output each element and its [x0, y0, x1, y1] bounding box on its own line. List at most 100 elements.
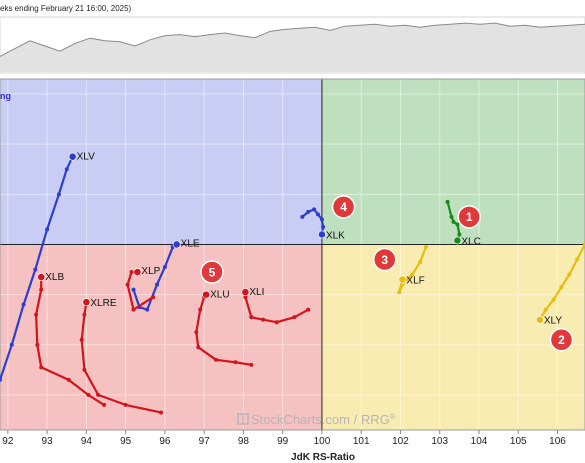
badge-label: 4: [340, 200, 347, 214]
tail-point: [82, 367, 87, 372]
tail-point: [249, 315, 254, 320]
tail-label: XLC: [461, 236, 480, 247]
badge-circle: [549, 327, 574, 352]
x-axis-title: JdK RS-Ratio: [291, 452, 355, 463]
tail-head-point[interactable]: [535, 315, 544, 324]
rrg-tails: XLV XLE XLK XLC XLF XLY XLB XLRE XLP XLU XLI: [0, 152, 585, 415]
tail-point: [131, 307, 136, 312]
tail-point: [158, 410, 163, 415]
plot-frame: [0, 78, 585, 431]
benchmark-panel: [0, 16, 585, 74]
x-tick-label: 104: [471, 436, 488, 447]
tail-point: [155, 282, 160, 287]
tail-point: [451, 219, 456, 224]
tail-point: [551, 297, 556, 302]
badge-label: 1: [466, 210, 473, 224]
x-tick-label: 105: [510, 436, 527, 447]
watermark-sep: /: [350, 412, 361, 427]
tail-point: [455, 222, 460, 227]
svg-text:StockCharts.com / RRG®: StockCharts.com / RRG®: [251, 412, 396, 427]
tail-head-point[interactable]: [172, 240, 181, 249]
tail-xlb[interactable]: XLB: [34, 272, 107, 407]
tail-point: [198, 307, 203, 312]
tail-point: [196, 345, 201, 350]
tail-point: [243, 295, 248, 300]
x-axis-ticks: 92 93 94 95 96 97 98 99 100 101 102 103 104 105 106: [2, 430, 566, 447]
tail-point: [145, 307, 150, 312]
tail-point: [45, 227, 50, 232]
tail-line: [0, 155, 74, 381]
tail-xlu[interactable]: XLU: [194, 290, 254, 367]
x-tick-label: 100: [314, 436, 331, 447]
watermark-brand: StockCharts.com: [251, 412, 350, 427]
x-tick-label: 94: [81, 436, 93, 447]
tail-point: [575, 257, 580, 262]
tail-point: [33, 267, 38, 272]
badge-3: 3: [373, 247, 397, 272]
tail-head-point[interactable]: [318, 230, 326, 239]
tail-line: [195, 293, 253, 366]
tail-xlv[interactable]: XLV: [0, 152, 95, 382]
tail-head-point[interactable]: [202, 290, 211, 299]
tail-point: [213, 357, 218, 362]
tail-point: [86, 392, 91, 397]
badge-circle: [457, 205, 481, 229]
tail-label: XLU: [210, 290, 229, 301]
quadrant-weakening: [321, 244, 585, 430]
x-tick-label: 93: [42, 436, 54, 447]
tail-point: [131, 287, 136, 292]
tail-point: [233, 360, 238, 365]
watermark-product: RRG: [361, 412, 390, 427]
quadrant-improving: [0, 79, 322, 245]
tail-head-point[interactable]: [453, 236, 462, 245]
tail-point: [39, 365, 44, 370]
tail-point: [319, 217, 324, 222]
x-tick-label: 106: [549, 436, 566, 447]
tail-point: [123, 402, 128, 407]
tail-head-point[interactable]: [398, 275, 407, 284]
tail-xlre[interactable]: XLRE: [79, 298, 163, 415]
tail-head-point[interactable]: [68, 152, 77, 161]
badge-5: 5: [200, 260, 224, 284]
tail-head-point[interactable]: [82, 298, 91, 307]
tail-point: [567, 272, 572, 277]
tail-point: [312, 207, 317, 212]
tail-point: [400, 282, 405, 287]
tail-xlp[interactable]: XLP: [125, 266, 161, 312]
x-tick-label: 99: [277, 436, 289, 447]
tail-label: XLV: [77, 152, 95, 163]
tail-point: [82, 312, 87, 317]
tail-xli[interactable]: XLI: [241, 287, 311, 325]
tail-point: [102, 402, 107, 407]
tail-xlf[interactable]: XLF: [397, 244, 428, 295]
tail-head-point[interactable]: [241, 288, 250, 297]
tail-point: [56, 192, 61, 197]
badge-circle: [373, 247, 397, 272]
tail-point: [79, 337, 84, 342]
tail-xlc[interactable]: XLC: [445, 199, 481, 248]
tail-point: [39, 287, 44, 292]
tail-xly[interactable]: XLY: [535, 242, 585, 327]
tail-point: [445, 199, 450, 204]
tail-label: XLI: [249, 287, 264, 298]
tail-point: [261, 317, 266, 322]
tail-point: [129, 270, 134, 275]
badge-2: 2: [549, 327, 574, 352]
x-tick-label: 98: [238, 436, 250, 447]
tail-point: [418, 260, 423, 265]
tail-point: [306, 307, 311, 312]
x-tick-label: 103: [431, 436, 448, 447]
tail-point: [66, 377, 71, 382]
chart-header: eks ending February 21 16:00, 2025): [0, 4, 132, 13]
tail-label: XLY: [544, 316, 562, 327]
tail-point: [457, 232, 462, 237]
tail-xlk[interactable]: XLK: [300, 207, 345, 241]
tail-point: [35, 342, 40, 347]
tail-point: [300, 214, 305, 219]
x-tick-label: 92: [2, 436, 14, 447]
tail-line: [35, 276, 106, 406]
tail-head-point[interactable]: [133, 268, 142, 276]
tail-head-point[interactable]: [37, 273, 46, 281]
tail-point: [543, 307, 548, 312]
badge-circle: [331, 195, 356, 219]
